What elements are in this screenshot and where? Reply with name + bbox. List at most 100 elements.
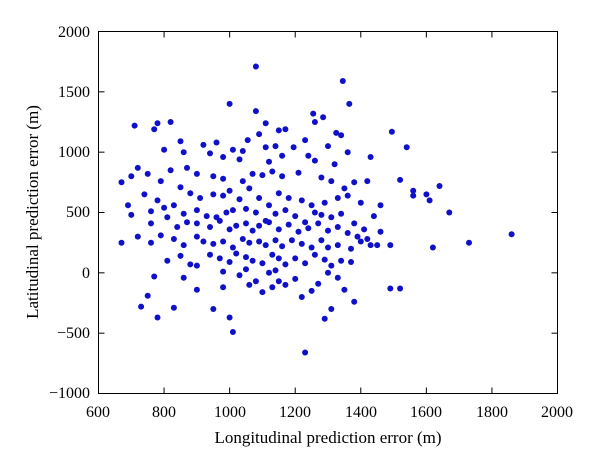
- scatter-point: [266, 219, 272, 226]
- scatter-point: [387, 285, 394, 292]
- scatter-point: [423, 191, 430, 198]
- scatter-point: [292, 275, 299, 282]
- scatter-point: [193, 233, 200, 240]
- scatter-point: [161, 146, 168, 153]
- scatter-point: [325, 244, 331, 251]
- scatter-point: [279, 243, 286, 250]
- scatter-point: [177, 138, 184, 145]
- plot-area-frame: [98, 31, 558, 394]
- scatter-point: [239, 148, 246, 154]
- scatter-point: [210, 173, 217, 180]
- scatter-point: [348, 259, 354, 265]
- scatter-point: [344, 149, 351, 156]
- scatter-point: [308, 244, 315, 251]
- scatter-point: [292, 213, 299, 220]
- scatter-point: [118, 179, 125, 186]
- scatter-point: [282, 261, 289, 268]
- scatter-point: [229, 207, 236, 214]
- x-tick-label: 600: [86, 404, 110, 421]
- scatter-point: [262, 120, 269, 127]
- scatter-point: [216, 255, 223, 262]
- scatter-point: [220, 284, 227, 291]
- scatter-point: [259, 172, 266, 179]
- scatter-point: [266, 202, 272, 209]
- scatter-point: [151, 273, 158, 280]
- scatter-point: [180, 149, 187, 156]
- scatter-point: [220, 268, 227, 275]
- scatter-point: [246, 281, 253, 288]
- scatter-point: [341, 185, 348, 192]
- scatter-point: [134, 233, 141, 240]
- scatter-point: [351, 298, 358, 305]
- scatter-point: [226, 226, 233, 233]
- x-tick-label: 2000: [541, 404, 573, 421]
- scatter-point: [302, 349, 309, 356]
- scatter-point: [207, 251, 213, 258]
- scatter-point: [144, 292, 151, 299]
- scatter-point: [252, 209, 259, 216]
- scatter-point: [252, 108, 259, 115]
- scatter-point: [333, 129, 340, 136]
- scatter-point: [305, 152, 312, 159]
- scatter-point: [193, 286, 200, 293]
- scatter-point: [259, 260, 266, 267]
- scatter-point: [164, 214, 171, 221]
- scatter-point: [262, 242, 269, 249]
- scatter-point: [388, 128, 395, 135]
- scatter-point: [243, 220, 249, 227]
- scatter-point: [320, 114, 327, 121]
- scatter-point: [236, 156, 243, 163]
- scatter-point: [167, 167, 174, 174]
- scatter-point: [193, 262, 200, 269]
- scatter-point: [154, 197, 161, 204]
- scatter-point: [275, 278, 282, 285]
- scatter-point: [298, 197, 305, 204]
- scatter-point: [213, 139, 220, 146]
- scatter-point: [148, 239, 154, 246]
- scatter-point: [167, 119, 174, 125]
- scatter-point: [308, 202, 315, 209]
- scatter-point: [328, 178, 335, 185]
- x-tick-label: 1200: [279, 404, 311, 421]
- scatter-point: [285, 221, 292, 228]
- scatter-point: [187, 261, 194, 268]
- scatter-point: [325, 269, 331, 276]
- scatter-point: [239, 236, 246, 242]
- scatter-point: [275, 127, 282, 134]
- scatter-point: [180, 274, 187, 281]
- scatter-point: [226, 259, 233, 265]
- scatter-point: [338, 257, 345, 264]
- scatter-point: [318, 174, 325, 181]
- scatter-point: [269, 251, 276, 258]
- scatter-point: [295, 169, 302, 176]
- scatter-point: [233, 222, 240, 229]
- scatter-point: [321, 315, 328, 322]
- scatter-point: [197, 195, 204, 201]
- scatter-point: [170, 304, 177, 311]
- scatter-point: [272, 237, 279, 244]
- scatter-point: [354, 233, 361, 240]
- scatter-point: [226, 187, 233, 194]
- scatter-point: [210, 240, 217, 247]
- scatter-point: [321, 256, 328, 263]
- scatter-point: [157, 232, 164, 239]
- scatter-point: [403, 144, 410, 151]
- scatter-point: [302, 219, 309, 226]
- scatter-point: [236, 272, 243, 279]
- scatter-point: [318, 237, 325, 244]
- scatter-point: [288, 237, 295, 244]
- scatter-point: [334, 274, 341, 281]
- scatter-point: [295, 228, 302, 235]
- scatter-point: [170, 236, 177, 242]
- scatter-point: [203, 213, 210, 220]
- scatter-point: [262, 144, 269, 151]
- scatter-point: [246, 239, 253, 246]
- scatter-point: [226, 314, 233, 321]
- scatter-point: [134, 164, 141, 171]
- x-tick-label: 1400: [345, 404, 377, 421]
- scatter-point: [259, 289, 266, 296]
- x-tick-label: 800: [152, 404, 176, 421]
- scatter-point: [128, 211, 135, 218]
- scatter-point: [351, 220, 358, 227]
